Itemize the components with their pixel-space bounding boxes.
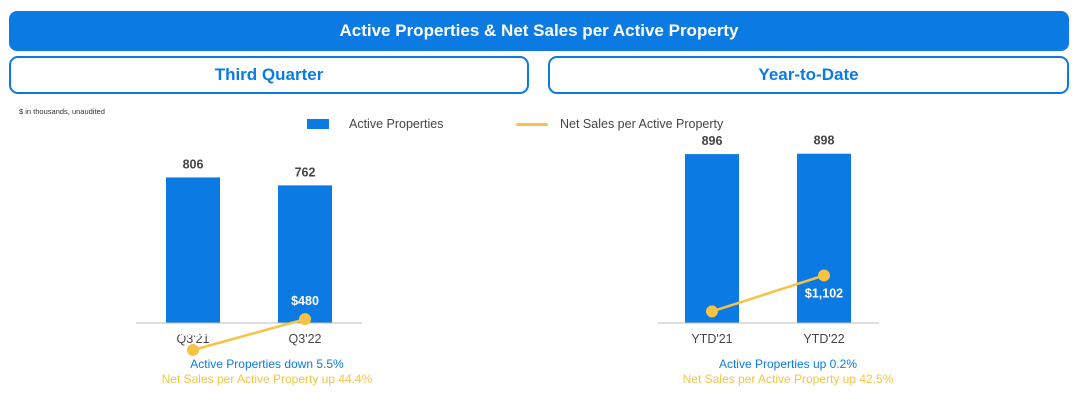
- summary-year-to-date: Active Properties up 0.2% Net Sales per …: [638, 357, 938, 387]
- summary-bar-change: Active Properties down 5.5%: [190, 357, 344, 371]
- x-tick-label: YTD'21: [691, 332, 732, 346]
- bar-active-properties: [797, 153, 851, 323]
- x-tick-label: Q3'22: [289, 332, 322, 346]
- legend-net-sales-label: Net Sales per Active Property: [560, 117, 724, 131]
- line-point-net-sales: [187, 344, 199, 357]
- line-net-sales-per-active-property: [192, 317, 306, 352]
- bar-active-properties: [278, 185, 332, 323]
- section-header-third-quarter: Third Quarter: [9, 56, 529, 94]
- legend-active-properties-label: Active Properties: [349, 117, 444, 131]
- line-net-sales-per-active-property: [711, 274, 825, 313]
- line-point-net-sales: [299, 313, 311, 326]
- bar-value-label: 898: [814, 134, 835, 148]
- bar-value-label: 806: [183, 157, 204, 171]
- line-value-label: $773: [698, 322, 726, 336]
- line-point-net-sales: [706, 305, 718, 318]
- legend-net-sales: Net Sales per Active Property: [516, 117, 723, 131]
- footnote: $ in thousands, unaudited: [19, 107, 105, 116]
- summary-line-change: Net Sales per Active Property up 44.4%: [161, 372, 373, 386]
- bar-value-label: 896: [702, 134, 723, 148]
- legend-bar-swatch: [307, 119, 329, 129]
- summary-third-quarter: Active Properties down 5.5% Net Sales pe…: [117, 357, 417, 387]
- legend-line-swatch: [516, 122, 548, 126]
- summary-bar-change: Active Properties up 0.2%: [718, 357, 858, 371]
- page-title: Active Properties & Net Sales per Active…: [9, 11, 1069, 51]
- line-value-label: $1,102: [805, 286, 843, 300]
- x-tick-label: YTD'22: [803, 332, 844, 346]
- summary-line-change: Net Sales per Active Property up 42.5%: [682, 372, 894, 386]
- x-tick-label: Q3'21: [177, 332, 210, 346]
- line-point-net-sales: [818, 269, 830, 282]
- bar-value-label: 762: [295, 165, 316, 179]
- section-header-year-to-date: Year-to-Date: [548, 56, 1069, 94]
- bar-active-properties: [166, 177, 220, 323]
- line-value-label: $480: [291, 294, 319, 308]
- bar-active-properties: [685, 154, 739, 323]
- legend-active-properties: Active Properties: [307, 117, 443, 131]
- line-value-label: $332: [179, 325, 207, 339]
